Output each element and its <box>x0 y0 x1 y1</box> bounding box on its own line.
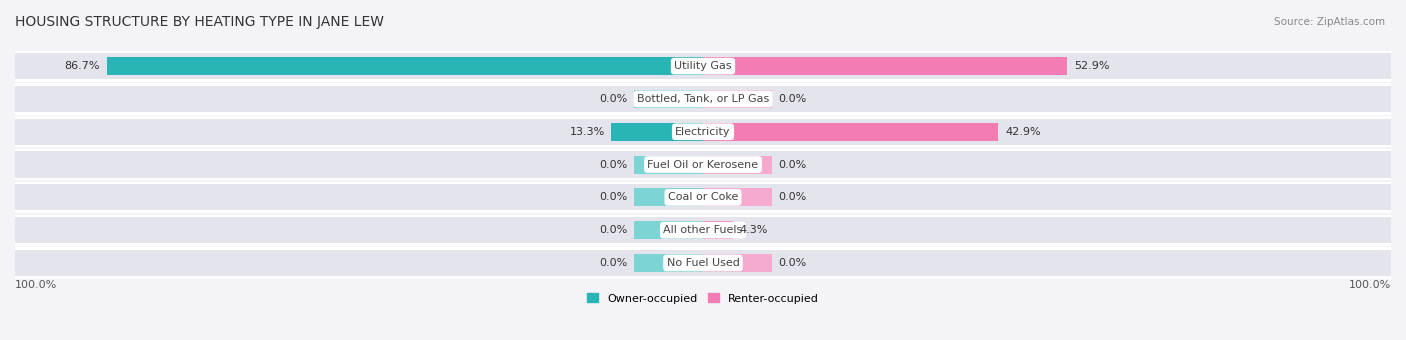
Bar <box>703 188 772 206</box>
Text: 0.0%: 0.0% <box>779 94 807 104</box>
Bar <box>15 151 1391 178</box>
Bar <box>634 90 703 108</box>
Bar <box>703 254 772 272</box>
Bar <box>634 221 703 239</box>
Legend: Owner-occupied, Renter-occupied: Owner-occupied, Renter-occupied <box>586 293 820 304</box>
Bar <box>703 90 772 108</box>
Text: 100.0%: 100.0% <box>1348 280 1391 290</box>
Text: 0.0%: 0.0% <box>779 258 807 268</box>
Bar <box>634 254 703 272</box>
Text: 52.9%: 52.9% <box>1074 61 1109 71</box>
Text: 0.0%: 0.0% <box>599 94 627 104</box>
Bar <box>15 83 1391 115</box>
Text: 0.0%: 0.0% <box>599 159 627 170</box>
Text: 0.0%: 0.0% <box>779 192 807 202</box>
Text: HOUSING STRUCTURE BY HEATING TYPE IN JANE LEW: HOUSING STRUCTURE BY HEATING TYPE IN JAN… <box>15 15 384 29</box>
Text: Bottled, Tank, or LP Gas: Bottled, Tank, or LP Gas <box>637 94 769 104</box>
Text: No Fuel Used: No Fuel Used <box>666 258 740 268</box>
Bar <box>15 51 1391 82</box>
Text: Utility Gas: Utility Gas <box>675 61 731 71</box>
Text: All other Fuels: All other Fuels <box>664 225 742 235</box>
Text: 42.9%: 42.9% <box>1005 127 1040 137</box>
Bar <box>703 57 1067 75</box>
Bar <box>15 184 1391 210</box>
Bar <box>703 123 998 141</box>
Bar <box>15 250 1391 276</box>
Bar <box>15 86 1391 112</box>
Text: 4.3%: 4.3% <box>740 225 768 235</box>
Bar <box>15 217 1391 243</box>
Bar <box>703 155 772 174</box>
Text: 0.0%: 0.0% <box>599 225 627 235</box>
Bar <box>15 182 1391 213</box>
Bar <box>107 57 703 75</box>
Text: 100.0%: 100.0% <box>15 280 58 290</box>
Bar <box>634 155 703 174</box>
Text: 0.0%: 0.0% <box>779 159 807 170</box>
Bar <box>15 248 1391 278</box>
Text: Source: ZipAtlas.com: Source: ZipAtlas.com <box>1274 17 1385 27</box>
Text: Fuel Oil or Kerosene: Fuel Oil or Kerosene <box>647 159 759 170</box>
Text: Coal or Coke: Coal or Coke <box>668 192 738 202</box>
Text: 86.7%: 86.7% <box>65 61 100 71</box>
Bar <box>15 215 1391 246</box>
Bar <box>612 123 703 141</box>
Bar <box>15 53 1391 79</box>
Bar <box>15 119 1391 145</box>
Text: 13.3%: 13.3% <box>569 127 605 137</box>
Bar <box>15 116 1391 147</box>
Text: Electricity: Electricity <box>675 127 731 137</box>
Text: 0.0%: 0.0% <box>599 258 627 268</box>
Bar <box>15 149 1391 180</box>
Text: 0.0%: 0.0% <box>599 192 627 202</box>
Bar <box>634 188 703 206</box>
Bar <box>703 221 733 239</box>
